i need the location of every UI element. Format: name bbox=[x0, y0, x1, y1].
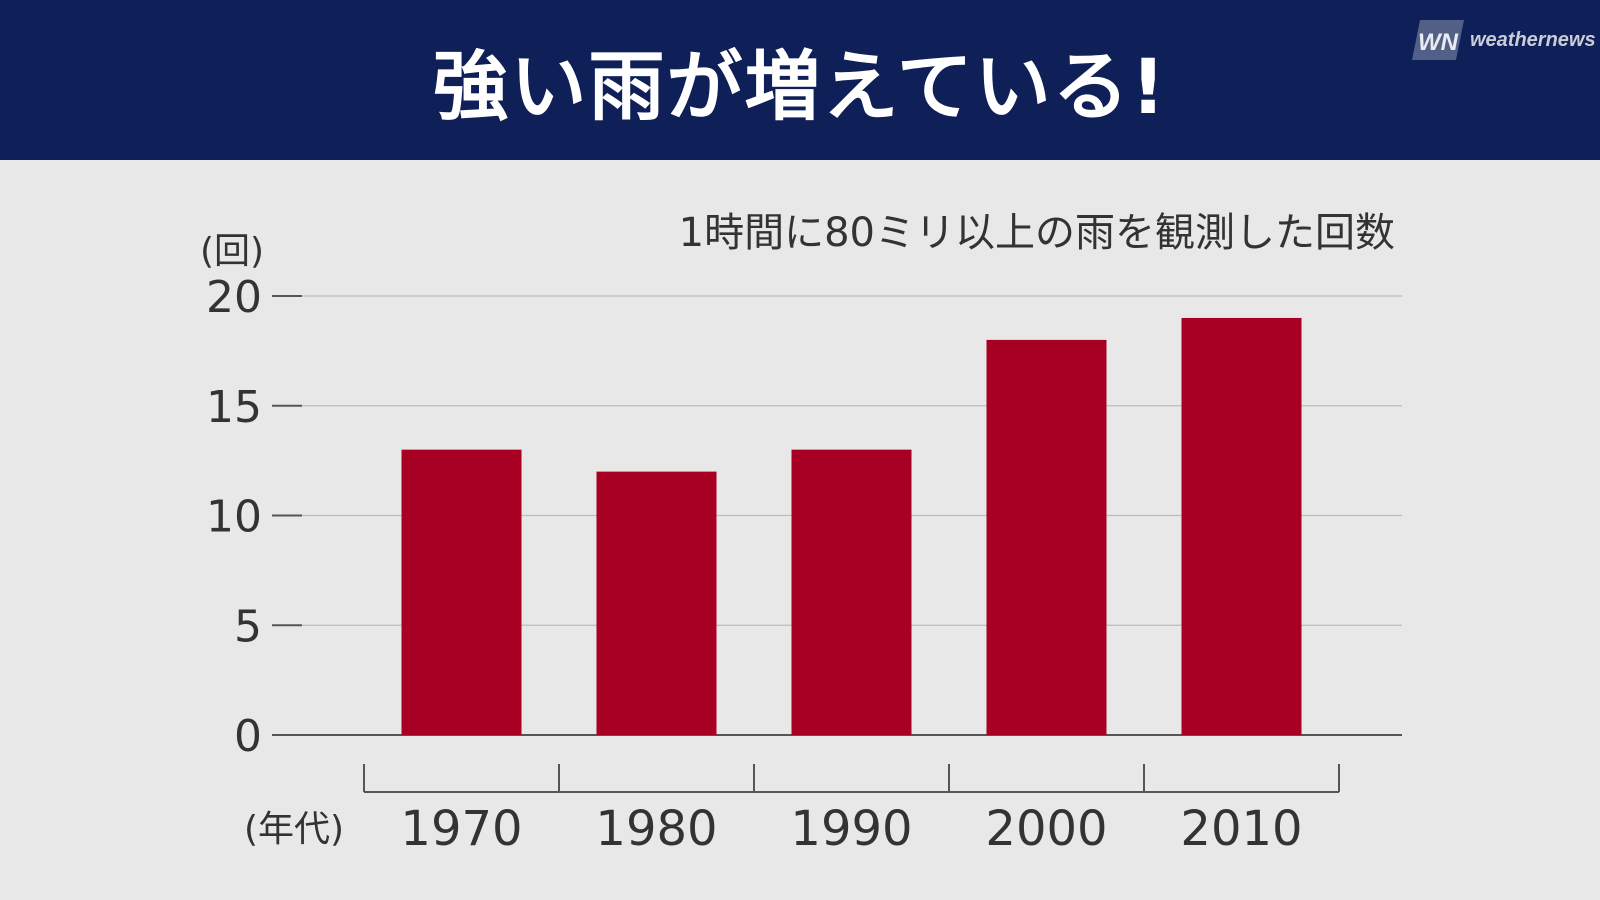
logo-text: weathernews bbox=[1470, 28, 1596, 51]
x-tick-label: 2000 bbox=[985, 801, 1107, 857]
y-tick-label: 20 bbox=[206, 272, 262, 323]
x-tick-label: 1980 bbox=[595, 801, 717, 857]
y-tick-label: 10 bbox=[206, 492, 262, 543]
wn-logo-icon: WN bbox=[1412, 18, 1464, 62]
chart-title: 1時間に80ミリ以上の雨を観測した回数 bbox=[678, 210, 1395, 256]
y-tick-label: 5 bbox=[234, 601, 262, 652]
header-bar bbox=[0, 0, 1600, 160]
y-tick-label: 15 bbox=[206, 382, 262, 433]
y-tick-label: 0 bbox=[234, 711, 262, 762]
x-tick-label: 1990 bbox=[790, 801, 912, 857]
bar bbox=[791, 449, 912, 735]
logo-badge-text: WN bbox=[1418, 29, 1459, 56]
x-tick-label: 1970 bbox=[400, 801, 522, 857]
bar bbox=[596, 471, 717, 735]
weathernews-logo: WN weathernews bbox=[1412, 14, 1596, 66]
y-axis-unit: (回) bbox=[200, 231, 265, 272]
bar bbox=[401, 449, 522, 735]
x-axis-unit: (年代) bbox=[244, 809, 345, 850]
x-tick-label: 2010 bbox=[1180, 801, 1302, 857]
page-title: 強い雨が増えている! bbox=[432, 42, 1168, 131]
bar bbox=[1181, 317, 1302, 735]
bar bbox=[986, 339, 1107, 735]
